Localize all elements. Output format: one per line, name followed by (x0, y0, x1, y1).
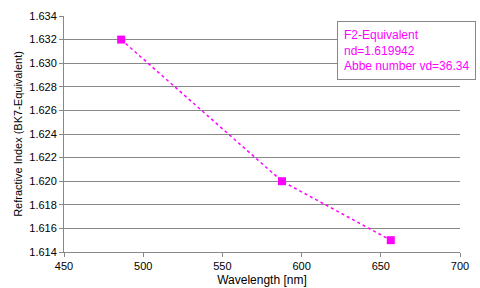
svg-text:Refractive Index (BK7-Equivale: Refractive Index (BK7-Equivalent) (12, 51, 24, 217)
svg-text:1.620: 1.620 (29, 175, 57, 187)
svg-text:1.630: 1.630 (29, 57, 57, 69)
svg-text:1.614: 1.614 (29, 246, 57, 258)
svg-text:500: 500 (134, 260, 152, 272)
svg-text:1.616: 1.616 (29, 222, 57, 234)
svg-text:1.622: 1.622 (29, 151, 57, 163)
svg-text:1.618: 1.618 (29, 199, 57, 211)
svg-text:1.624: 1.624 (29, 128, 57, 140)
svg-text:600: 600 (292, 260, 310, 272)
svg-text:550: 550 (213, 260, 231, 272)
svg-text:1.628: 1.628 (29, 81, 57, 93)
svg-text:650: 650 (372, 260, 390, 272)
svg-text:1.634: 1.634 (29, 10, 57, 22)
svg-text:1.626: 1.626 (29, 104, 57, 116)
svg-text:1.632: 1.632 (29, 33, 57, 45)
svg-text:F2-Equivalentnd=1.619942Abbe n: F2-Equivalentnd=1.619942Abbe number vd=3… (344, 28, 469, 73)
svg-text:Wavelength [nm]: Wavelength [nm] (217, 273, 307, 287)
svg-text:700: 700 (451, 260, 469, 272)
svg-text:450: 450 (55, 260, 73, 272)
